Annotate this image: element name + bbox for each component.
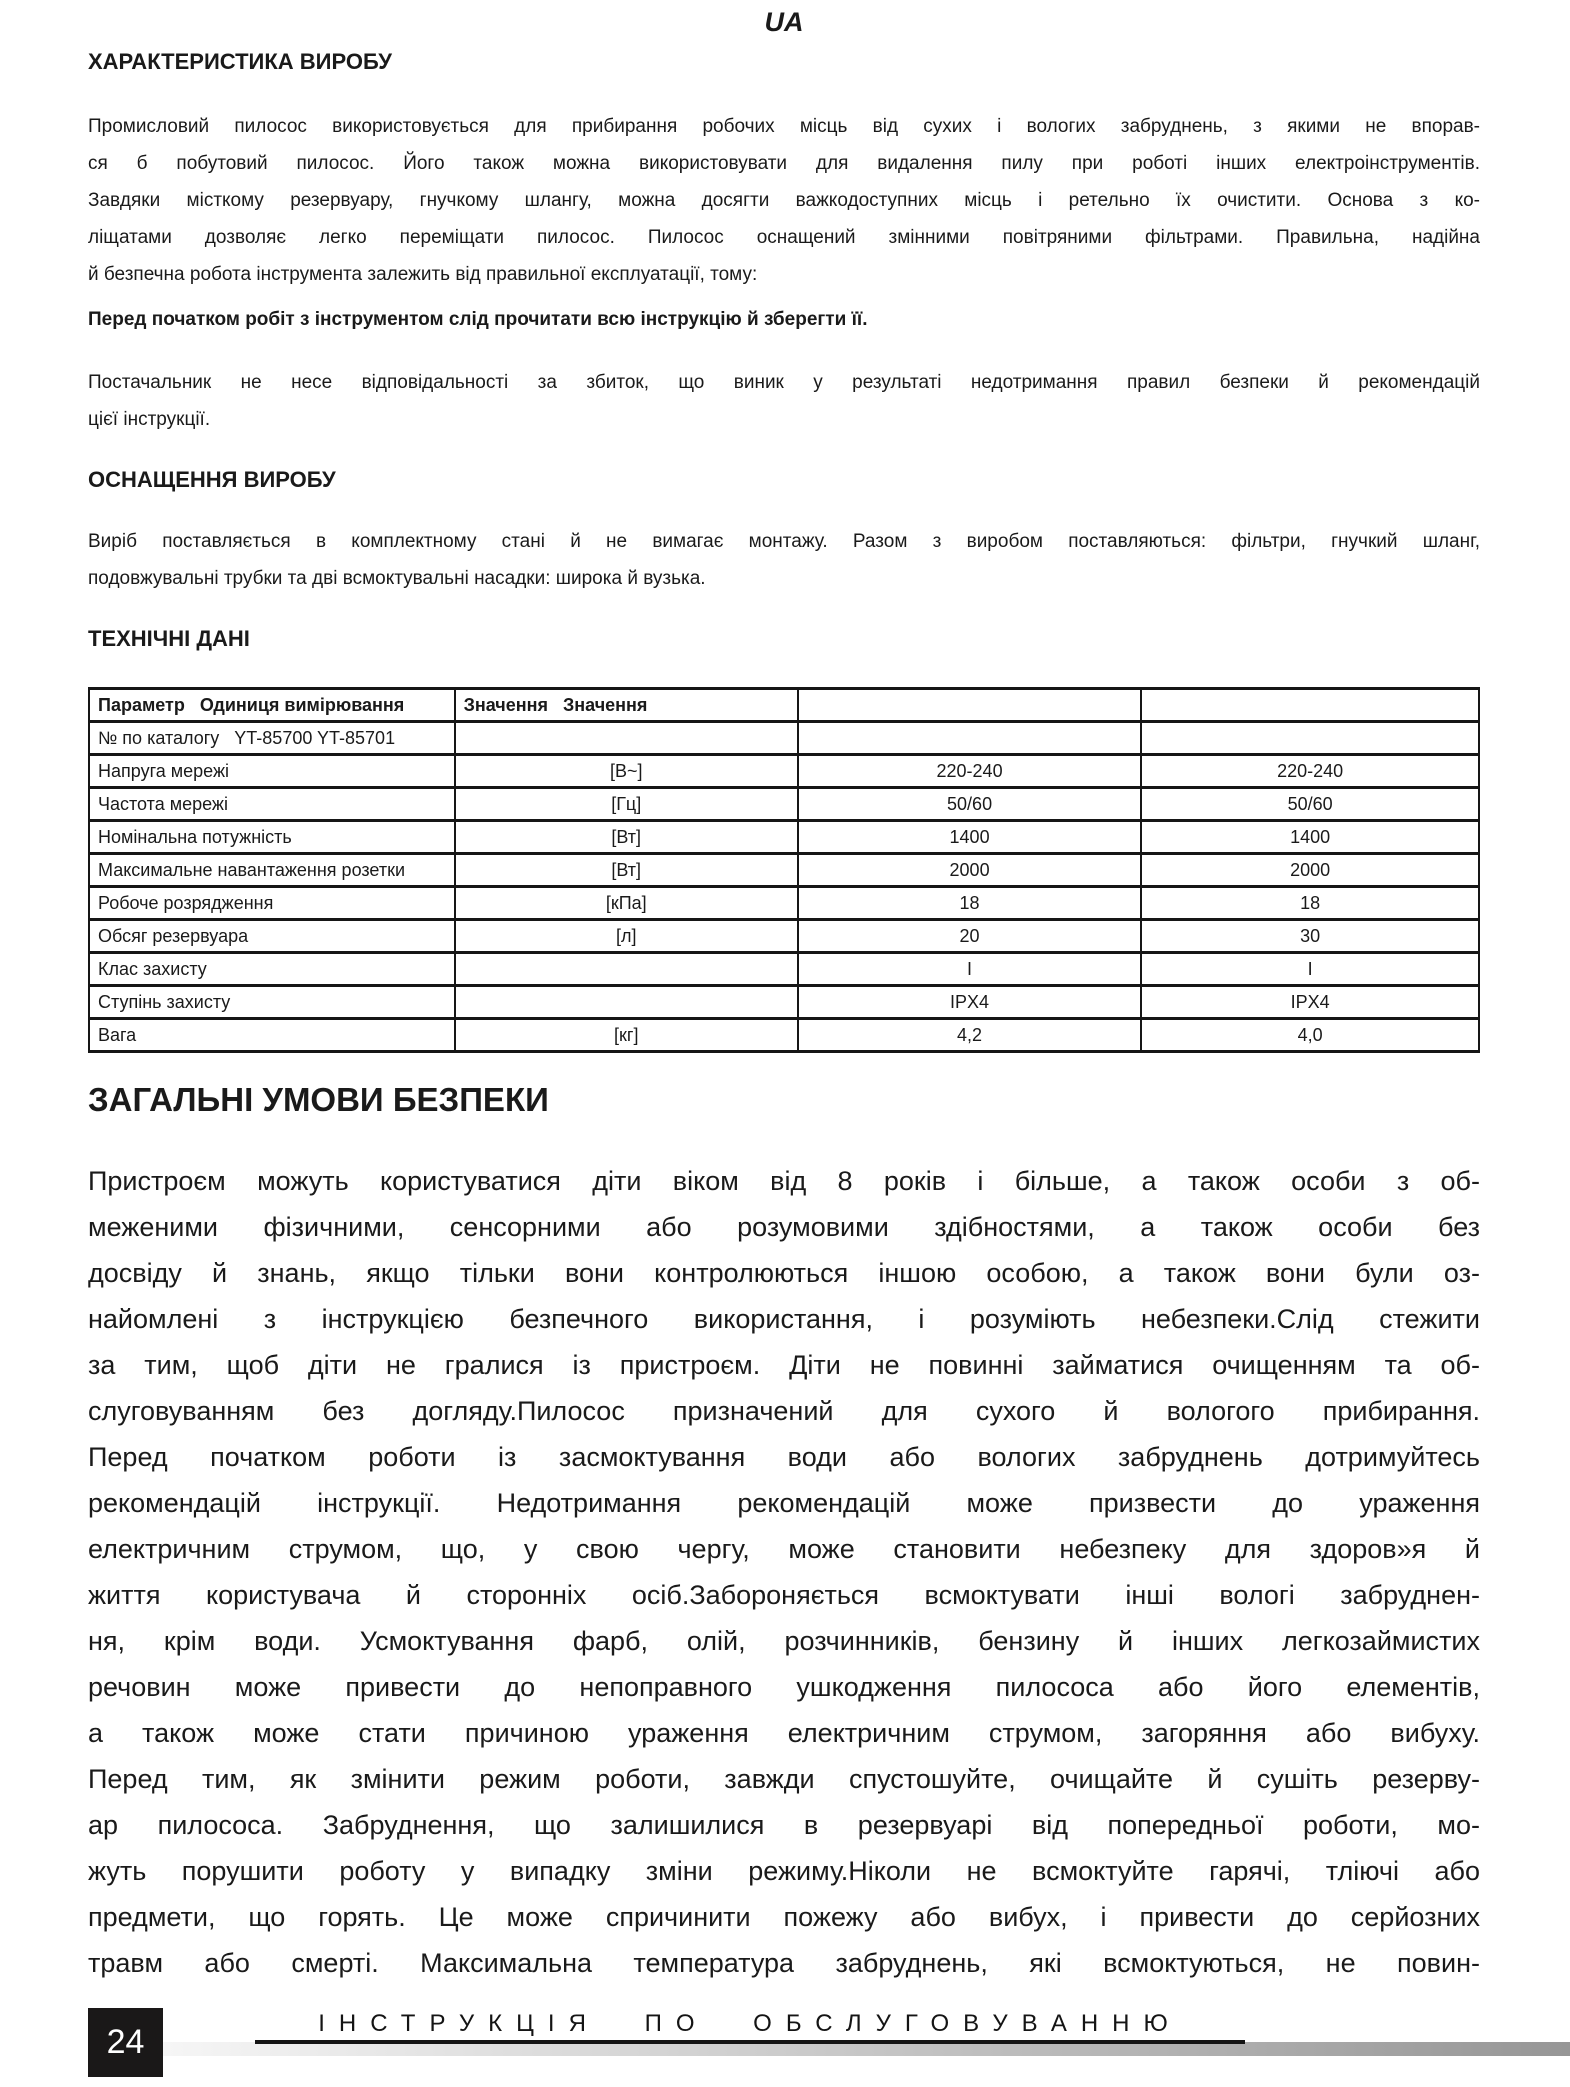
table-cell: [Вт] xyxy=(453,819,799,855)
section-heading-characteristics: ХАРАКТЕРИСТИКА ВИРОБУ xyxy=(88,49,392,74)
table-cell: Ступінь захисту xyxy=(88,984,456,1020)
table-cell: [В~] xyxy=(453,753,799,789)
tech-data-table: Параметр Одиниця вимірювання Значення Зна… xyxy=(88,687,1480,1053)
characteristics-paragraph: Промисловий пилосос використовується для… xyxy=(88,108,1480,293)
safety-paragraph: Пристроєм можуть користуватися діти віко… xyxy=(88,1158,1480,1986)
table-cell: [Гц] xyxy=(453,786,799,822)
table-cell: 1400 xyxy=(1140,819,1480,855)
section-heading-safety: ЗАГАЛЬНІ УМОВИ БЕЗПЕКИ xyxy=(88,1081,549,1118)
text-line: слуговуванням без догляду.Пилосос призна… xyxy=(88,1396,1480,1426)
text-line: подовжувальні трубки та дві всмоктувальн… xyxy=(88,568,706,589)
text-line: Виріб поставляється в комплектному стані… xyxy=(88,531,1480,552)
table-cell: 4,0 xyxy=(1140,1017,1480,1053)
text-line: травм або смерті. Максимальна температур… xyxy=(88,1948,1480,1978)
text-line: речовин може привести до непоправного уш… xyxy=(88,1672,1480,1702)
text-line: цієї інструкції. xyxy=(88,409,211,430)
table-cell: IPX4 xyxy=(796,984,1143,1020)
text-line: рекомендацій інструкції. Недотримання ре… xyxy=(88,1488,1480,1518)
table-cell: Максимальне навантаження розетки xyxy=(88,852,456,888)
table-cell: I xyxy=(1140,951,1480,987)
table-row: Максимальне навантаження розетки [Вт] 2000… xyxy=(88,852,1480,888)
equipment-paragraph: Виріб поставляється в комплектному стані… xyxy=(88,523,1480,597)
table-cell: 18 xyxy=(796,885,1143,921)
table-cell: 50/60 xyxy=(1140,786,1480,822)
table-header-cell: Значення Значення xyxy=(453,687,799,723)
table-cell xyxy=(453,720,799,756)
table-cell xyxy=(796,720,1143,756)
text-line: ня, крім води. Усмоктування фарб, олій, … xyxy=(88,1626,1480,1656)
table-row: Обсяг резервуара [л] 20 30 xyxy=(88,918,1480,954)
table-cell: I xyxy=(796,951,1143,987)
table-cell: 220-240 xyxy=(1140,753,1480,789)
table-cell: 50/60 xyxy=(796,786,1143,822)
table-row: Ступінь захисту IPX4 IPX4 xyxy=(88,984,1480,1020)
table-cell: Клас захисту xyxy=(88,951,456,987)
table-cell: [Вт] xyxy=(453,852,799,888)
text-line: меженими фізичними, сенсорними або розум… xyxy=(88,1212,1480,1242)
text-line: електричним струмом, що, у свою чергу, м… xyxy=(88,1534,1480,1564)
table-cell: Обсяг резервуара xyxy=(88,918,456,954)
read-instruction-note: Перед початком робіт з інструментом слід… xyxy=(88,309,868,330)
text-line: Постачальник не несе відповідальності за… xyxy=(88,372,1480,393)
table-row: Робоче розрядження [кПа] 18 18 xyxy=(88,885,1480,921)
section-heading-equipment: ОСНАЩЕННЯ ВИРОБУ xyxy=(88,467,336,492)
table-row: Вага [кг] 4,2 4,0 xyxy=(88,1017,1480,1053)
table-cell: [кг] xyxy=(453,1017,799,1053)
footer-gradient-bar xyxy=(163,2042,1570,2056)
footer-title: ІНСТРУКЦІЯ ПО ОБСЛУГОВУВАННЮ xyxy=(255,2010,1245,2044)
table-row: Напруга мережі [В~] 220-240 220-240 xyxy=(88,753,1480,789)
text-line: ся б побутовий пилосос. Його також можна… xyxy=(88,153,1480,174)
table-header-row: Параметр Одиниця вимірювання Значення Зна… xyxy=(88,687,1480,723)
text-line: життя користувача й сторонніх осіб.Забор… xyxy=(88,1580,1480,1610)
text-line: досвіду й знань, якщо тільки вони контро… xyxy=(88,1258,1480,1288)
language-tag: UA xyxy=(764,7,804,37)
page-number-box: 24 xyxy=(88,2008,163,2077)
text-line: й безпечна робота інструмента залежить в… xyxy=(88,264,758,285)
table-row: № по каталогу YT-85700 YT-85701 xyxy=(88,720,1480,756)
text-line: предмети, що горять. Це може спричинити … xyxy=(88,1902,1480,1932)
table-row: Клас захисту I I xyxy=(88,951,1480,987)
table-cell: 18 xyxy=(1140,885,1480,921)
table-cell: Вага xyxy=(88,1017,456,1053)
table-header-cell xyxy=(796,687,1143,723)
text-line: жуть порушити роботу у випадку зміни реж… xyxy=(88,1856,1480,1886)
text-line: найомлені з інструкцією безпечного викор… xyxy=(88,1304,1480,1334)
text-line: Пристроєм можуть користуватися діти віко… xyxy=(88,1166,1480,1196)
table-header-cell: Параметр Одиниця вимірювання xyxy=(88,687,456,723)
text-line: Завдяки місткому резервуару, гнучкому шл… xyxy=(88,190,1480,211)
table-cell: Частота мережі xyxy=(88,786,456,822)
table-cell: 1400 xyxy=(796,819,1143,855)
liability-paragraph: Постачальник не несе відповідальності за… xyxy=(88,364,1480,438)
table-cell: 30 xyxy=(1140,918,1480,954)
section-heading-tech-data: ТЕХНІЧНІ ДАНІ xyxy=(88,626,250,651)
table-cell: IPX4 xyxy=(1140,984,1480,1020)
table-cell xyxy=(453,984,799,1020)
table-cell: 2000 xyxy=(1140,852,1480,888)
table-cell: 2000 xyxy=(796,852,1143,888)
table-header-cell xyxy=(1140,687,1480,723)
table-cell: 20 xyxy=(796,918,1143,954)
table-cell: Робоче розрядження xyxy=(88,885,456,921)
table-cell: [л] xyxy=(453,918,799,954)
table-cell xyxy=(453,951,799,987)
table-cell: 4,2 xyxy=(796,1017,1143,1053)
table-cell: № по каталогу YT-85700 YT-85701 xyxy=(88,720,456,756)
text-line: Промисловий пилосос використовується для… xyxy=(88,116,1480,137)
table-cell: Напруга мережі xyxy=(88,753,456,789)
table-cell: [кПа] xyxy=(453,885,799,921)
table-row: Номінальна потужність [Вт] 1400 1400 xyxy=(88,819,1480,855)
table-cell xyxy=(1140,720,1480,756)
text-line: за тим, щоб діти не гралися із пристроєм… xyxy=(88,1350,1480,1380)
text-line: ліщатами дозволяє легко переміщати пилос… xyxy=(88,227,1480,248)
text-line: ар пилососа. Забруднення, що залишилися … xyxy=(88,1810,1480,1840)
table-cell: 220-240 xyxy=(796,753,1143,789)
text-line: а також може стати причиною ураження еле… xyxy=(88,1718,1480,1748)
text-line: Перед початком роботи із засмоктування в… xyxy=(88,1442,1480,1472)
page-number: 24 xyxy=(106,2023,145,2061)
table-row: Частота мережі [Гц] 50/60 50/60 xyxy=(88,786,1480,822)
text-line: Перед тим, як змінити режим роботи, завж… xyxy=(88,1764,1480,1794)
table-cell: Номінальна потужність xyxy=(88,819,456,855)
